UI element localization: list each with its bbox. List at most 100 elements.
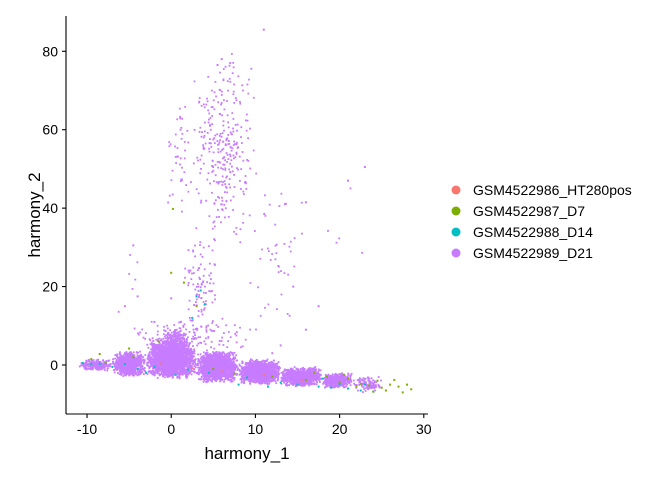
data-point: [178, 350, 180, 353]
data-point: [198, 373, 200, 376]
data-point: [193, 365, 196, 368]
data-point: [176, 347, 179, 350]
data-point: [173, 354, 176, 357]
data-point: [178, 377, 181, 380]
data-point: [219, 351, 221, 354]
data-point: [181, 356, 183, 359]
data-point: [175, 357, 177, 360]
data-point: [167, 338, 169, 341]
data-point: [125, 359, 127, 362]
data-point: [190, 358, 193, 361]
data-point: [182, 355, 185, 358]
data-point: [162, 337, 165, 340]
data-point: [164, 372, 167, 375]
data-point: [177, 373, 180, 376]
data-point: [214, 359, 217, 362]
data-point: [226, 374, 229, 377]
data-point: [178, 341, 181, 343]
data-point: [150, 348, 152, 351]
data-point: [169, 371, 172, 374]
data-point: [160, 371, 163, 374]
data-point: [137, 371, 140, 374]
data-point: [209, 353, 212, 355]
data-point: [177, 371, 180, 374]
data-point: [172, 343, 175, 345]
data-point: [177, 331, 180, 334]
data-point: [169, 329, 171, 332]
data-point: [222, 374, 225, 377]
data-point: [167, 349, 169, 351]
data-point: [177, 357, 180, 359]
data-point: [123, 361, 125, 364]
data-point: [186, 347, 189, 350]
data-point: [197, 372, 200, 374]
data-point: [172, 365, 175, 368]
data-point: [169, 350, 172, 352]
data-point: [132, 361, 135, 363]
data-point: [228, 352, 230, 354]
data-point: [163, 373, 165, 375]
data-point: [167, 365, 170, 368]
data-point: [167, 357, 170, 360]
data-point: [147, 346, 150, 349]
data-point: [154, 348, 156, 351]
data-point: [173, 353, 176, 356]
data-point: [125, 363, 127, 366]
data-point: [107, 367, 109, 370]
data-point: [187, 353, 190, 356]
data-point: [181, 354, 184, 357]
data-point: [178, 368, 181, 371]
data-point: [172, 352, 175, 355]
data-point: [134, 361, 137, 364]
data-point: [184, 356, 187, 359]
data-point: [157, 363, 160, 366]
data-point: [122, 357, 125, 359]
data-point: [183, 354, 186, 357]
data-point: [185, 343, 188, 345]
data-point: [130, 355, 133, 358]
data-point: [182, 360, 184, 362]
data-point: [129, 360, 132, 363]
data-point: [91, 361, 93, 364]
data-point: [133, 354, 135, 357]
data-point: [163, 365, 166, 368]
data-point: [235, 354, 237, 357]
data-point: [134, 373, 137, 376]
data-point: [194, 366, 197, 369]
data-point: [155, 354, 158, 357]
data-point: [106, 369, 109, 372]
data-point: [152, 354, 155, 356]
data-point: [136, 354, 139, 357]
data-point: [182, 367, 185, 370]
data-point: [206, 352, 209, 354]
data-point: [200, 367, 203, 370]
data-point: [182, 344, 185, 347]
data-point: [150, 357, 153, 360]
data-point: [189, 357, 192, 360]
data-point: [86, 363, 89, 366]
data-point: [152, 350, 155, 353]
data-point: [130, 372, 132, 375]
data-point: [81, 363, 84, 366]
data-point: [121, 367, 124, 370]
data-point: [179, 333, 182, 336]
data-point: [173, 362, 176, 364]
data-point: [147, 361, 150, 364]
data-point: [118, 358, 121, 361]
data-point: [182, 371, 185, 374]
data-point: [180, 370, 183, 372]
data-point: [128, 372, 130, 374]
data-point: [136, 363, 138, 365]
data-point: [162, 359, 165, 362]
data-point: [192, 355, 194, 358]
data-point: [162, 355, 165, 357]
data-point: [173, 342, 176, 345]
data-point: [163, 352, 166, 355]
data-point: [180, 340, 183, 342]
data-point: [135, 357, 138, 360]
data-point: [157, 349, 160, 351]
data-point: [159, 357, 162, 360]
data-point: [234, 367, 236, 370]
data-point: [124, 357, 127, 360]
data-point: [181, 337, 184, 339]
